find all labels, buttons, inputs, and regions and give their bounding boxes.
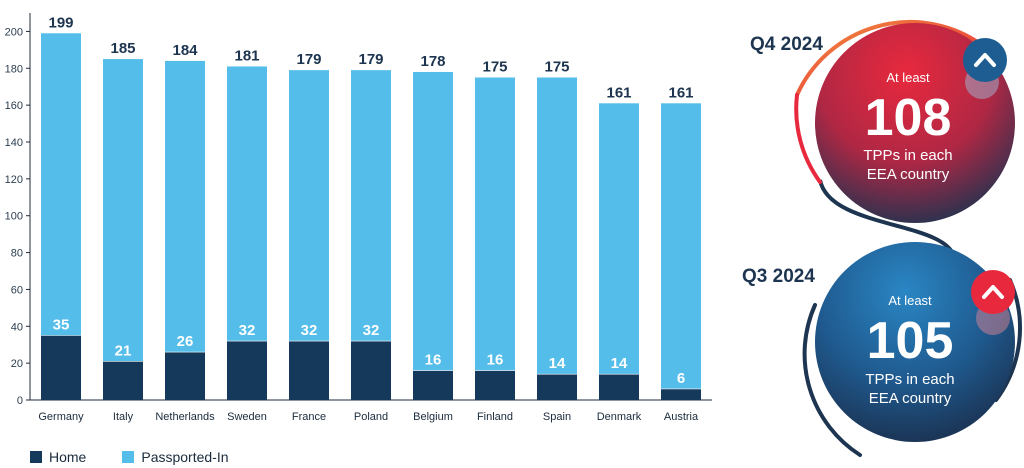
legend-label-home: Home bbox=[49, 449, 87, 465]
q3-badge: Q3 2024 At least 105 TPPs in each EEA co… bbox=[742, 242, 1022, 457]
x-category-label: Poland bbox=[354, 411, 388, 423]
bar-home-label: 26 bbox=[177, 333, 194, 350]
bar-total-label: 199 bbox=[48, 14, 73, 31]
bar-home bbox=[475, 370, 515, 400]
q3-outer-arc-left bbox=[802, 303, 862, 457]
q4-outer-arc bbox=[795, 20, 984, 97]
bar-total-label: 161 bbox=[606, 84, 631, 101]
y-tick-label: 200 bbox=[5, 26, 23, 38]
q4-badge: Q4 2024 At least 108 TPPs in each EEA co… bbox=[750, 20, 1015, 223]
q3-outer-arc-right bbox=[994, 278, 1022, 402]
x-category-label: Germany bbox=[38, 411, 84, 423]
q3-circle bbox=[815, 242, 1015, 442]
bar-home bbox=[41, 335, 81, 400]
bar-home-label: 14 bbox=[549, 355, 566, 372]
x-category-label: Austria bbox=[664, 411, 699, 423]
bar-home-label: 16 bbox=[487, 352, 504, 369]
q4-outer-arc-red bbox=[794, 93, 822, 184]
y-tick-label: 60 bbox=[11, 284, 23, 296]
legend-item-passported: Passported-In bbox=[122, 449, 229, 465]
bar-home-label: 16 bbox=[425, 352, 442, 369]
q4-label: Q4 2024 bbox=[750, 34, 823, 55]
bar-home bbox=[599, 374, 639, 400]
x-category-label: Belgium bbox=[413, 411, 453, 423]
q4-circle bbox=[815, 23, 1015, 223]
bar-total-label: 184 bbox=[172, 42, 198, 59]
y-tick-label: 40 bbox=[11, 321, 23, 333]
chevron-up-icon bbox=[974, 53, 996, 67]
bar-total-label: 161 bbox=[668, 84, 693, 101]
bar-home-label: 32 bbox=[239, 322, 256, 339]
bar-total-label: 179 bbox=[296, 51, 321, 68]
y-tick-label: 20 bbox=[11, 358, 23, 370]
legend-item-home: Home bbox=[30, 449, 86, 465]
bar-home bbox=[165, 352, 205, 400]
x-category-label: France bbox=[292, 411, 326, 423]
q3-arrow-button bbox=[971, 270, 1015, 314]
q4-desc-line2: EEA country bbox=[867, 166, 950, 183]
x-category-label: Spain bbox=[543, 411, 571, 423]
q3-desc-line2: EEA country bbox=[869, 390, 952, 407]
legend-swatch-passported bbox=[122, 451, 135, 463]
y-tick-label: 120 bbox=[5, 174, 23, 186]
q4-at-least: At least bbox=[886, 70, 930, 85]
bar-total-label: 175 bbox=[482, 59, 507, 76]
bar-home-label: 14 bbox=[611, 355, 628, 372]
bar-passported bbox=[103, 59, 143, 362]
bar-home bbox=[537, 374, 577, 400]
bar-total-label: 181 bbox=[234, 47, 259, 64]
bar-passported bbox=[227, 66, 267, 342]
q3-label: Q3 2024 bbox=[742, 266, 815, 287]
bar-home-label: 21 bbox=[115, 342, 132, 359]
bar-home-label: 32 bbox=[363, 322, 380, 339]
quarter-badges: Q4 2024 At least 108 TPPs in each EEA co… bbox=[742, 20, 1022, 457]
q4-value: 108 bbox=[865, 89, 952, 147]
y-tick-label: 180 bbox=[5, 63, 23, 75]
x-category-label: Finland bbox=[477, 411, 513, 423]
bar-home-label: 35 bbox=[53, 317, 70, 334]
bar-home bbox=[103, 361, 143, 400]
bar-total-label: 175 bbox=[544, 59, 569, 76]
y-tick-label: 80 bbox=[11, 248, 23, 260]
x-category-label: Italy bbox=[113, 411, 134, 423]
bar-total-label: 179 bbox=[358, 51, 383, 68]
legend-swatch-home bbox=[30, 451, 42, 463]
q3-at-least: At least bbox=[888, 293, 932, 308]
bar-passported bbox=[413, 71, 453, 371]
bar-home-label: 32 bbox=[301, 322, 318, 339]
y-tick-label: 160 bbox=[5, 100, 23, 112]
x-category-label: Sweden bbox=[227, 411, 267, 423]
bar-total-label: 178 bbox=[420, 53, 445, 70]
bar-passported bbox=[537, 77, 577, 375]
bar-passported bbox=[289, 70, 329, 342]
bar-home bbox=[227, 341, 267, 400]
connector-curve bbox=[818, 179, 957, 261]
bar-home bbox=[351, 341, 391, 400]
bar-passported bbox=[661, 103, 701, 389]
bar-passported bbox=[599, 103, 639, 375]
q3-desc-line1: TPPs in each bbox=[865, 371, 954, 388]
bar-total-label: 185 bbox=[110, 40, 135, 57]
chevron-up-icon bbox=[982, 285, 1004, 299]
bar-passported bbox=[41, 33, 81, 336]
y-tick-label: 0 bbox=[17, 395, 23, 407]
bar-home-label: 6 bbox=[677, 370, 685, 387]
q4-arrow-button bbox=[963, 38, 1007, 82]
bar-home bbox=[289, 341, 329, 400]
x-category-label: Denmark bbox=[597, 411, 642, 423]
q3-value: 105 bbox=[867, 312, 954, 370]
legend: Home Passported-In bbox=[30, 449, 229, 465]
x-category-label: Netherlands bbox=[155, 411, 215, 423]
y-tick-label: 140 bbox=[5, 137, 23, 149]
bar-passported bbox=[475, 77, 515, 371]
bar-home bbox=[661, 388, 701, 400]
bar-passported bbox=[351, 70, 391, 342]
y-tick-label: 100 bbox=[5, 211, 23, 223]
q4-desc-line1: TPPs in each bbox=[863, 147, 952, 164]
legend-label-passported: Passported-In bbox=[141, 449, 229, 465]
stacked-bar-chart: 0 20 40 60 80 100 120 140 160 180 200 199 35 Germany 1… bbox=[5, 13, 712, 423]
bar-passported bbox=[165, 60, 205, 353]
bar-home bbox=[413, 370, 453, 400]
